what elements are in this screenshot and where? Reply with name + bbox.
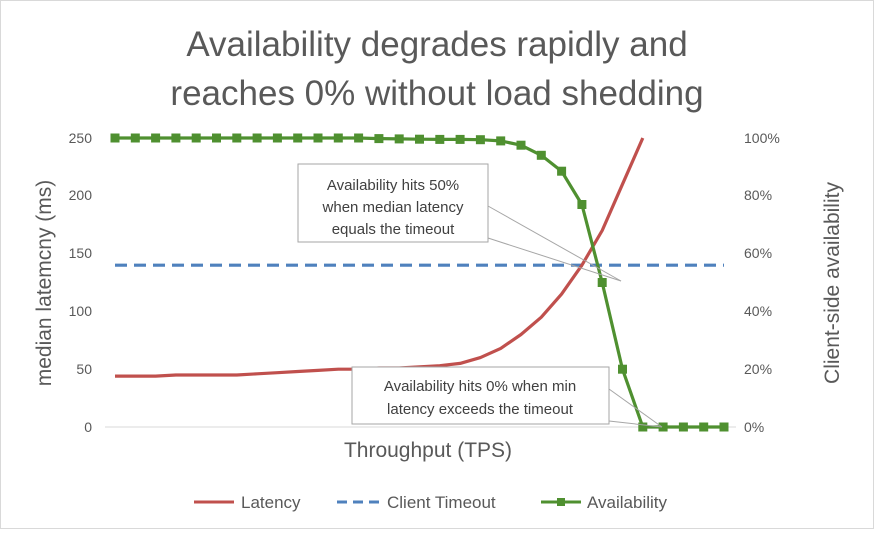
data-point-availability bbox=[719, 422, 729, 432]
data-point-availability bbox=[333, 133, 343, 143]
legend-item-latency: Latency bbox=[194, 493, 301, 512]
y-left-tick-label: 250 bbox=[69, 130, 93, 146]
data-point-availability bbox=[475, 135, 485, 145]
annotation-0-percent: Availability hits 0% when min latency ex… bbox=[351, 366, 663, 428]
data-point-availability bbox=[597, 278, 607, 287]
annotation-leader-line bbox=[608, 388, 663, 428]
legend-label-availability: Availability bbox=[587, 493, 668, 512]
data-point-availability bbox=[435, 134, 445, 144]
chart-title-line-1: Availability degrades rapidly and bbox=[186, 25, 687, 64]
data-point-availability bbox=[272, 133, 282, 143]
data-point-availability bbox=[699, 422, 709, 432]
data-point-availability bbox=[577, 200, 587, 209]
y-left-tick-label: 0 bbox=[84, 419, 92, 435]
annotation-leader-line bbox=[608, 420, 663, 428]
chart-title-line-2: reaches 0% without load shedding bbox=[170, 74, 703, 113]
data-point-availability bbox=[618, 364, 627, 374]
y-right-tick-label: 100% bbox=[744, 130, 780, 146]
data-point-availability bbox=[415, 134, 424, 144]
annotation-leader-line bbox=[487, 205, 622, 282]
legend: Latency Client Timeout Availability bbox=[194, 493, 668, 512]
y-right-tick-labels: 0% 20% 40% 60% 80% 100% bbox=[744, 130, 780, 435]
data-point-availability bbox=[252, 133, 262, 143]
data-point-availability bbox=[151, 133, 161, 143]
y-right-tick-label: 60% bbox=[744, 245, 772, 261]
data-point-availability bbox=[354, 133, 364, 143]
data-point-availability bbox=[536, 150, 546, 160]
legend-label-client-timeout: Client Timeout bbox=[387, 493, 496, 512]
y-left-tick-label: 200 bbox=[69, 187, 93, 203]
data-point-availability bbox=[394, 134, 404, 144]
data-point-availability bbox=[455, 134, 465, 144]
annotation-leader-line bbox=[487, 237, 622, 282]
legend-label-latency: Latency bbox=[241, 493, 301, 512]
y-axis-left-title: median latemcny (ms) bbox=[33, 180, 56, 387]
legend-item-client-timeout: Client Timeout bbox=[337, 493, 496, 512]
data-point-availability bbox=[293, 133, 303, 143]
annotation-box bbox=[351, 366, 610, 425]
data-point-availability bbox=[212, 133, 221, 143]
x-axis-title: Throughput (TPS) bbox=[344, 439, 512, 462]
y-left-tick-labels: 0 50 100 150 200 250 bbox=[69, 130, 93, 435]
data-point-availability bbox=[110, 133, 120, 143]
y-right-tick-label: 0% bbox=[744, 419, 764, 435]
data-point-availability bbox=[171, 133, 181, 143]
data-point-availability bbox=[638, 422, 648, 432]
data-point-availability bbox=[557, 166, 567, 176]
data-point-availability bbox=[313, 133, 323, 143]
data-point-availability bbox=[191, 133, 201, 143]
annotation-50-percent: Availability hits 50% when median latenc… bbox=[297, 163, 622, 282]
annotation-text: when median latency bbox=[322, 199, 464, 216]
annotation-text: Availability hits 0% when min bbox=[384, 378, 576, 395]
data-point-availability bbox=[496, 136, 506, 146]
data-point-availability bbox=[516, 140, 526, 150]
data-point-availability bbox=[678, 422, 688, 432]
annotation-text: latency exceeds the timeout bbox=[387, 401, 574, 418]
annotation-text: equals the timeout bbox=[332, 221, 455, 238]
y-right-tick-label: 40% bbox=[744, 303, 772, 319]
series-availability bbox=[110, 133, 729, 432]
y-left-tick-label: 100 bbox=[69, 303, 93, 319]
y-left-tick-label: 50 bbox=[76, 361, 92, 377]
annotation-box bbox=[297, 163, 489, 243]
data-point-availability bbox=[658, 422, 668, 432]
data-point-availability bbox=[232, 133, 242, 143]
annotation-text: Availability hits 50% bbox=[327, 177, 459, 194]
legend-marker-availability bbox=[557, 498, 565, 506]
data-point-availability bbox=[130, 133, 140, 143]
y-axis-right-title: Client-side availability bbox=[821, 182, 844, 384]
y-left-tick-label: 150 bbox=[69, 245, 93, 261]
y-right-tick-label: 80% bbox=[744, 187, 772, 203]
legend-item-availability: Availability bbox=[541, 493, 668, 512]
data-point-availability bbox=[374, 134, 384, 144]
y-right-tick-label: 20% bbox=[744, 361, 772, 377]
